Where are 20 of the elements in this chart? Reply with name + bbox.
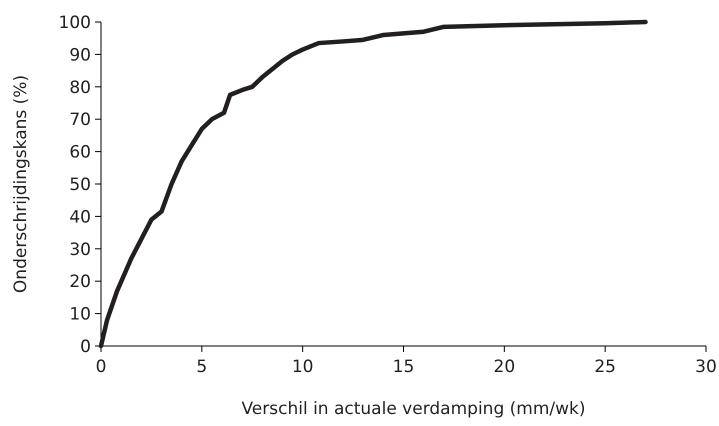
y-tick-label: 20 (69, 272, 91, 292)
y-tick-label: 50 (69, 175, 91, 195)
y-axis-title: Onderschrijdingskans (%) (11, 74, 31, 294)
y-tick-label: 60 (69, 142, 91, 163)
x-tick-label: 15 (392, 357, 414, 377)
y-tick-label: 80 (69, 78, 91, 98)
y-tick-label: 0 (80, 337, 91, 357)
y-tick-label: 70 (69, 110, 91, 130)
x-tick-label: 25 (594, 357, 616, 377)
y-tick-label: 30 (69, 240, 91, 260)
y-tick-label: 40 (69, 207, 91, 228)
x-tick-label: 30 (695, 357, 717, 377)
x-tick-label: 0 (96, 357, 106, 377)
x-tick-label: 20 (494, 357, 516, 377)
y-tick-label: 100 (58, 13, 91, 33)
x-axis-title: Verschil in actuale verdamping (mm/wk) (241, 399, 586, 419)
y-tick-label: 90 (69, 45, 91, 66)
x-tick-label: 10 (292, 357, 314, 377)
x-tick-label: 5 (196, 357, 208, 377)
y-tick-label: 10 (69, 304, 91, 325)
